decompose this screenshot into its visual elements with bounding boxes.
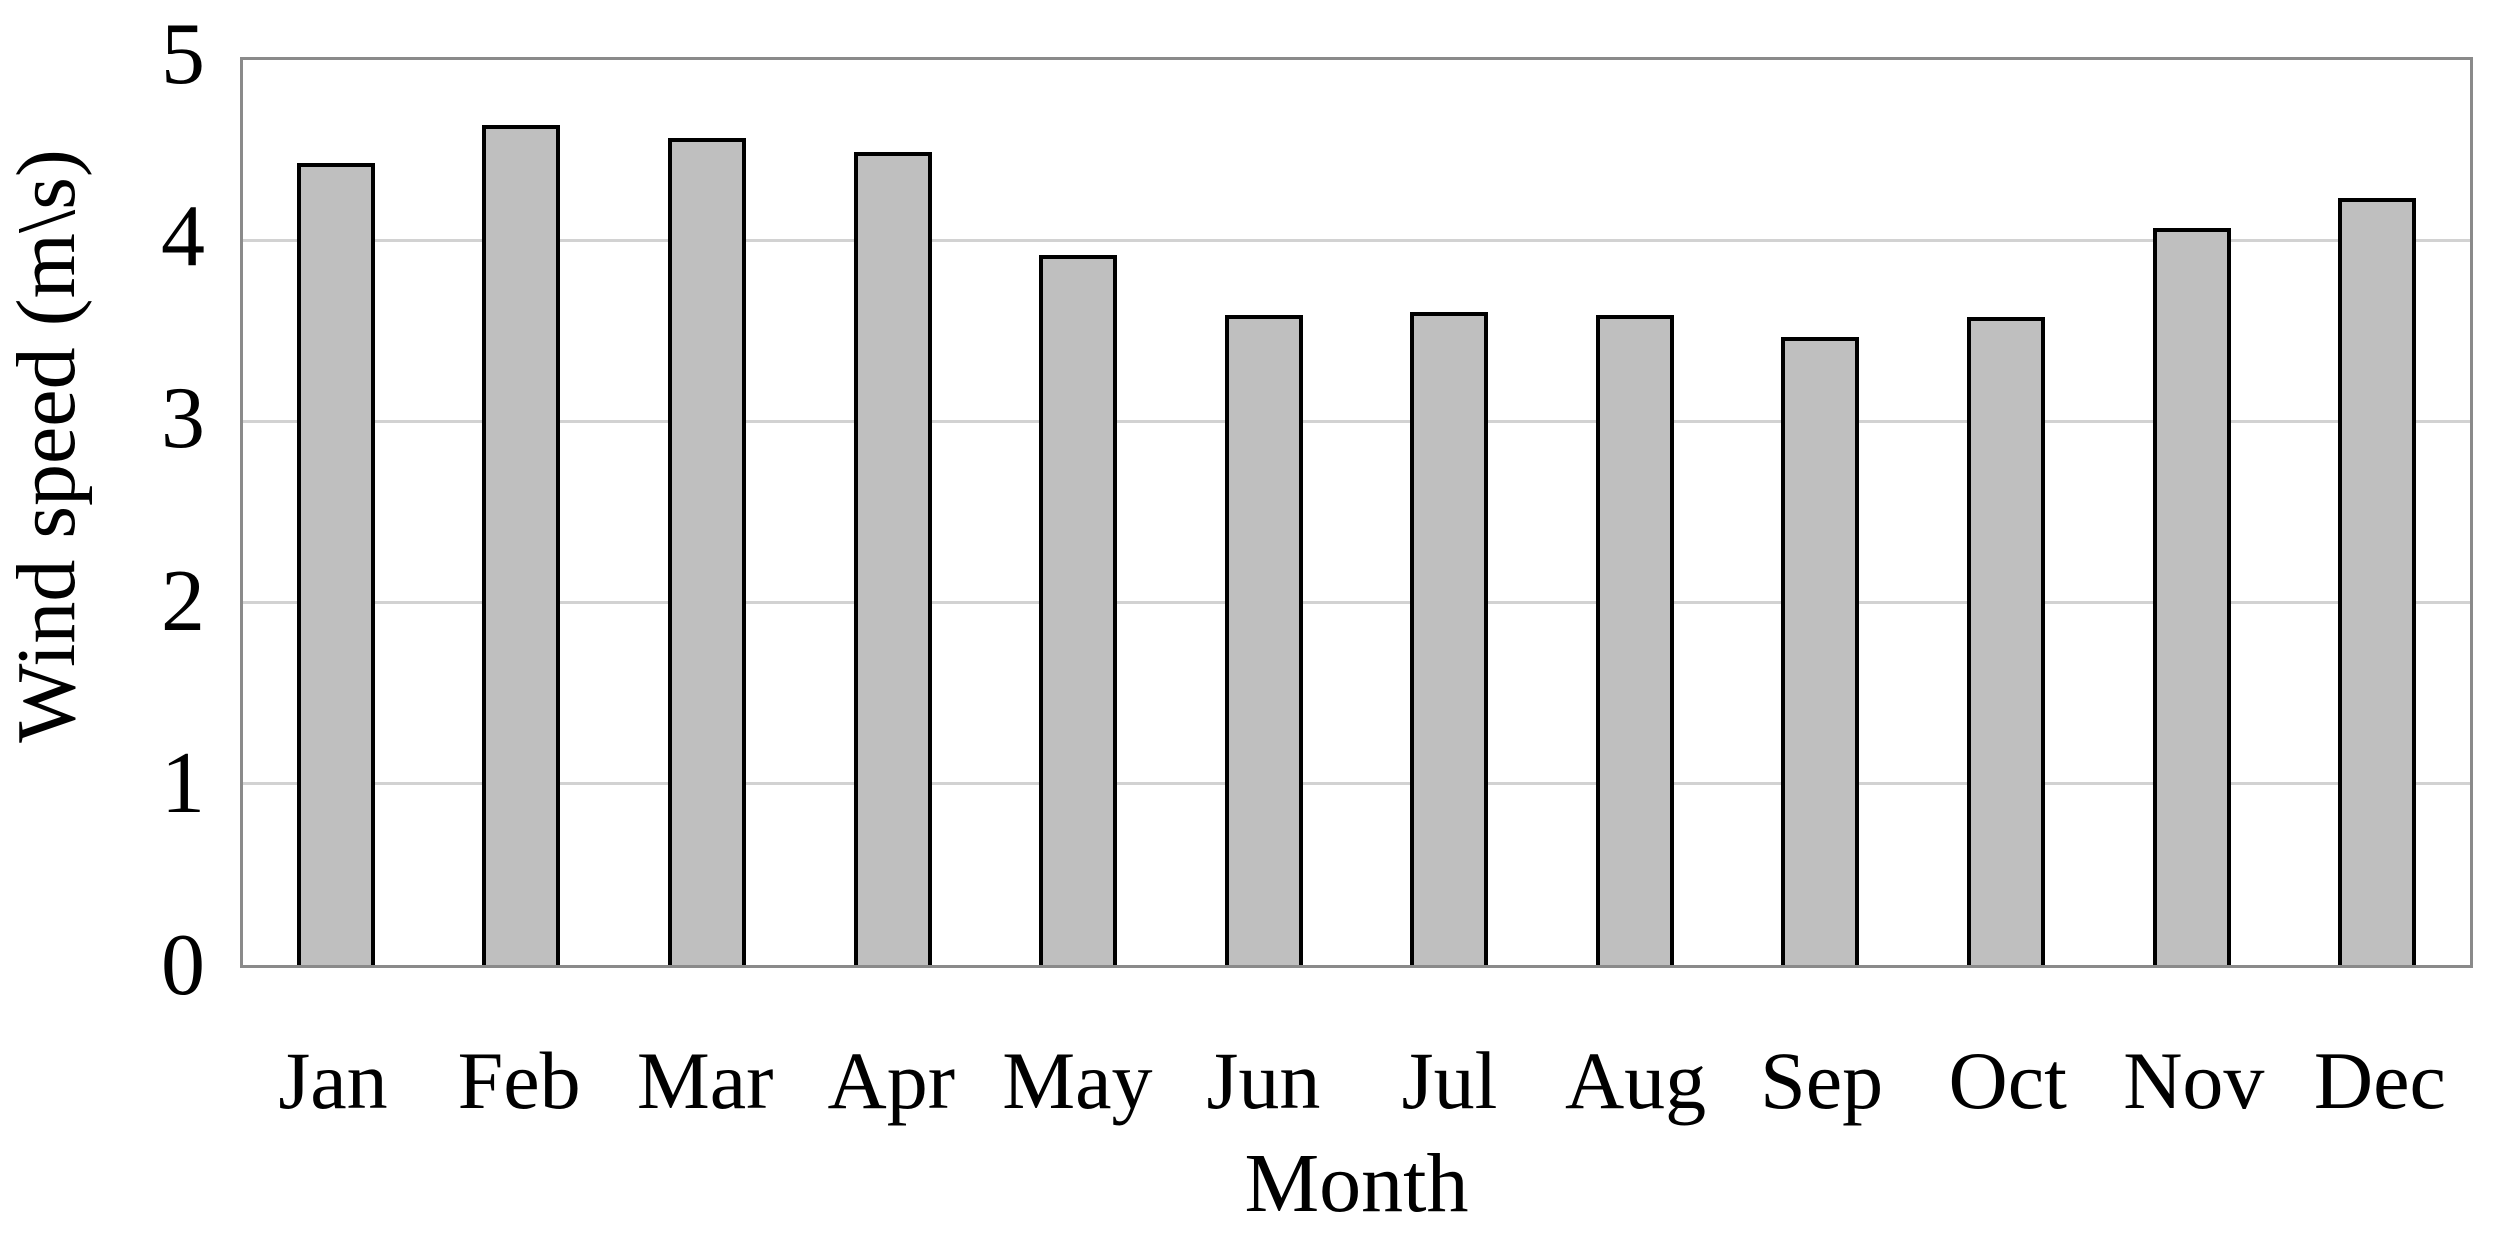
y-tick-label-4: 4 — [161, 188, 205, 286]
bar-may — [1039, 255, 1118, 965]
x-tick-label-jul: Jul — [1401, 1035, 1498, 1126]
gridline-y-2 — [243, 601, 2470, 604]
x-tick-label-dec: Dec — [2313, 1035, 2446, 1126]
x-tick-label-sep: Sep — [1760, 1035, 1884, 1126]
bar-slot-jul — [1356, 60, 1542, 965]
bar-slot-mar — [614, 60, 800, 965]
x-tick-label-may: May — [1002, 1035, 1153, 1126]
bar-slot-feb — [429, 60, 615, 965]
y-tick-label-2: 2 — [161, 552, 205, 650]
bar-series — [243, 60, 2470, 965]
bar-jun — [1224, 315, 1303, 965]
bar-slot-dec — [2284, 60, 2470, 965]
plot-area — [240, 57, 2473, 968]
bar-feb — [482, 125, 561, 965]
x-tick-label-jan: Jan — [278, 1035, 388, 1126]
y-tick-label-5: 5 — [161, 6, 205, 104]
y-tick-label-0: 0 — [161, 917, 205, 1015]
bar-aug — [1595, 315, 1674, 965]
bar-nov — [2152, 228, 2231, 965]
y-tick-label-3: 3 — [161, 370, 205, 468]
x-tick-label-feb: Feb — [457, 1035, 581, 1126]
x-tick-label-apr: Apr — [827, 1035, 956, 1126]
bar-slot-jan — [243, 60, 429, 965]
bar-slot-sep — [1728, 60, 1914, 965]
bar-slot-nov — [2099, 60, 2285, 965]
bar-mar — [667, 137, 746, 965]
x-tick-label-mar: Mar — [636, 1035, 774, 1126]
x-tick-label-oct: Oct — [1948, 1035, 2067, 1126]
gridline-y-3 — [243, 420, 2470, 423]
bar-jan — [296, 163, 375, 965]
x-tick-label-nov: Nov — [2123, 1035, 2265, 1126]
bar-apr — [853, 152, 932, 965]
bar-oct — [1966, 317, 2045, 965]
x-tick-label-jun: Jun — [1206, 1035, 1321, 1126]
bar-slot-jun — [1171, 60, 1357, 965]
bar-slot-oct — [1913, 60, 2099, 965]
x-tick-label-aug: Aug — [1564, 1035, 1707, 1126]
bar-sep — [1781, 336, 1860, 965]
bar-slot-aug — [1542, 60, 1728, 965]
gridline-y-1 — [243, 782, 2470, 785]
bar-slot-may — [985, 60, 1171, 965]
bar-slot-apr — [800, 60, 986, 965]
x-axis-tick-labels: Jan Feb Mar Apr May Jun Jul Aug Sep Oct Nov Dec — [240, 1022, 2473, 1122]
gridline-y-4 — [243, 239, 2470, 242]
x-axis-title: Month — [1244, 1137, 1469, 1230]
bar-dec — [2338, 197, 2417, 965]
y-tick-label-1: 1 — [161, 735, 205, 833]
bar-jul — [1410, 311, 1489, 965]
